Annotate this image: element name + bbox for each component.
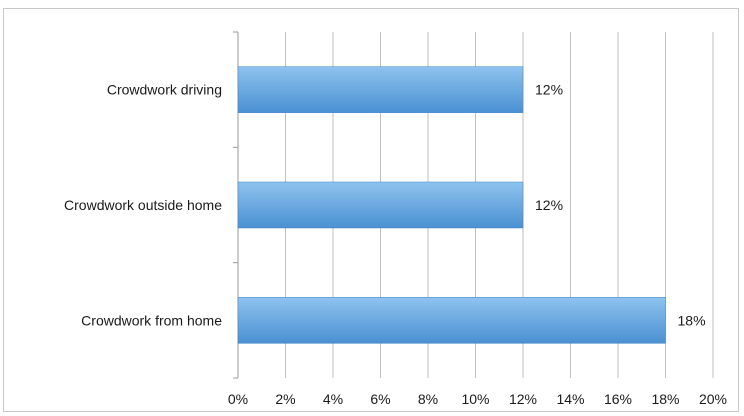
data-label: 12% [535, 82, 563, 98]
bar [237, 66, 524, 113]
bars [237, 66, 666, 344]
axes [233, 31, 239, 379]
category-label: Crowdwork outside home [64, 197, 222, 213]
labels: 0% 2% 4% 6% 8% 10% 12% 14% 16% 18% 20% Crowdwork dr… [64, 82, 727, 407]
x-tick-label: 2% [275, 391, 295, 407]
x-tick-label: 16% [604, 391, 632, 407]
bar [237, 297, 666, 344]
data-label: 12% [535, 197, 563, 213]
x-tick-label: 4% [323, 391, 343, 407]
x-tick-label: 10% [461, 391, 489, 407]
category-label: Crowdwork from home [81, 312, 222, 328]
x-tick-label: 14% [556, 391, 584, 407]
x-tick-label: 20% [699, 391, 727, 407]
x-tick-label: 0% [228, 391, 248, 407]
x-tick-label: 8% [418, 391, 438, 407]
x-tick-label: 12% [509, 391, 537, 407]
x-tick-label: 18% [651, 391, 679, 407]
bar [237, 181, 524, 229]
category-label: Crowdwork driving [107, 82, 222, 98]
x-tick-label: 6% [370, 391, 390, 407]
data-label: 18% [678, 312, 706, 328]
